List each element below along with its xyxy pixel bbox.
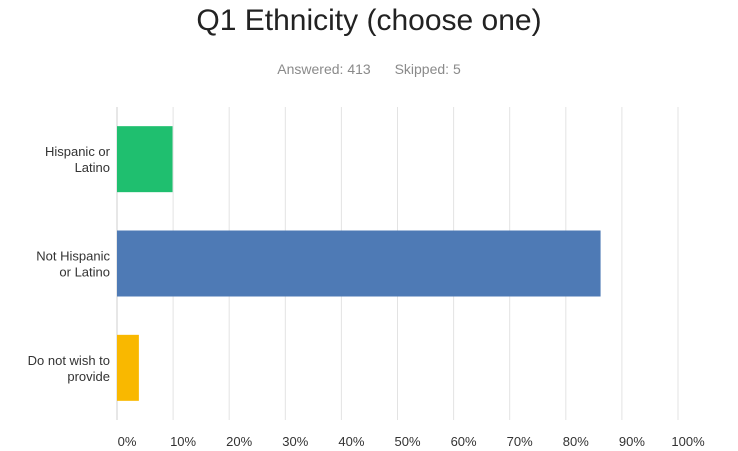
chart-title: Q1 Ethnicity (choose one) [196, 4, 542, 37]
skipped-stat: Skipped: 5 [395, 61, 461, 77]
x-tick-label: 70% [507, 434, 533, 449]
x-tick-label: 30% [282, 434, 308, 449]
x-tick-label: 100% [671, 434, 705, 449]
category-label: provide [67, 369, 110, 384]
skipped-count: 5 [452, 61, 461, 77]
answered-stat: Answered: 413 [277, 61, 370, 77]
response-stats: Answered: 413 Skipped: 5 [0, 61, 738, 77]
x-tick-label: 50% [394, 434, 420, 449]
x-tick-label: 80% [563, 434, 589, 449]
category-label: Do not wish to [28, 353, 110, 368]
category-label: or Latino [59, 265, 110, 280]
x-tick-label: 90% [619, 434, 645, 449]
category-label: Latino [75, 160, 110, 175]
bar [117, 334, 139, 401]
skipped-label: Skipped: [394, 61, 450, 77]
bar [117, 126, 173, 193]
bar [117, 230, 601, 297]
category-label: Not Hispanic [36, 249, 110, 264]
x-tick-label: 20% [226, 434, 252, 449]
x-tick-label: 40% [338, 434, 364, 449]
category-label: Hispanic or [45, 144, 111, 159]
answered-count: 413 [347, 61, 371, 77]
answered-label: Answered: [277, 61, 344, 77]
x-tick-label: 60% [451, 434, 477, 449]
x-tick-label: 10% [170, 434, 196, 449]
x-tick-label: 0% [118, 434, 137, 449]
